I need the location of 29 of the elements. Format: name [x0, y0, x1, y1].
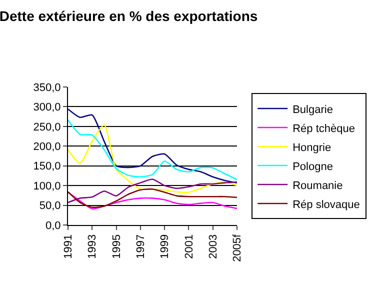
line-series: [68, 188, 237, 208]
x-tick-label: 1997: [135, 234, 148, 259]
y-tick-label: 250,0: [33, 121, 61, 134]
legend-label: Roumanie: [292, 180, 343, 192]
y-tick-label: 350,0: [33, 82, 61, 94]
y-tick-label: 100,0: [33, 180, 61, 192]
y-tick-label: 50,0: [39, 200, 61, 212]
x-tick-label: 1991: [62, 234, 75, 259]
line-series: [68, 119, 237, 180]
legend-label: Pologne: [292, 160, 333, 173]
y-tick-label: 150,0: [33, 160, 61, 173]
line-series: [68, 124, 237, 194]
y-tick-label: 300,0: [33, 102, 61, 114]
x-tick-label: 2005f: [232, 233, 244, 262]
legend-label: Bulgarie: [292, 104, 333, 116]
x-tick-label: 1999: [159, 234, 172, 259]
chart-title: Dette extérieure en % des exportations: [0, 8, 258, 24]
line-series: [68, 178, 237, 204]
x-tick-label: 1993: [86, 234, 99, 259]
line-series: [68, 192, 237, 210]
legend-label: Hongrie: [292, 142, 332, 154]
y-tick-label: 0,0: [46, 220, 61, 232]
line-series: [68, 108, 237, 184]
legend-label: Rép tchèque: [292, 122, 355, 135]
x-tick-label: 2001: [183, 234, 196, 259]
legend-label: Rép slovaque: [292, 198, 360, 211]
x-tick-label: 1995: [110, 234, 123, 259]
y-tick-label: 200,0: [33, 140, 61, 153]
x-tick-label: 2003: [207, 234, 220, 259]
